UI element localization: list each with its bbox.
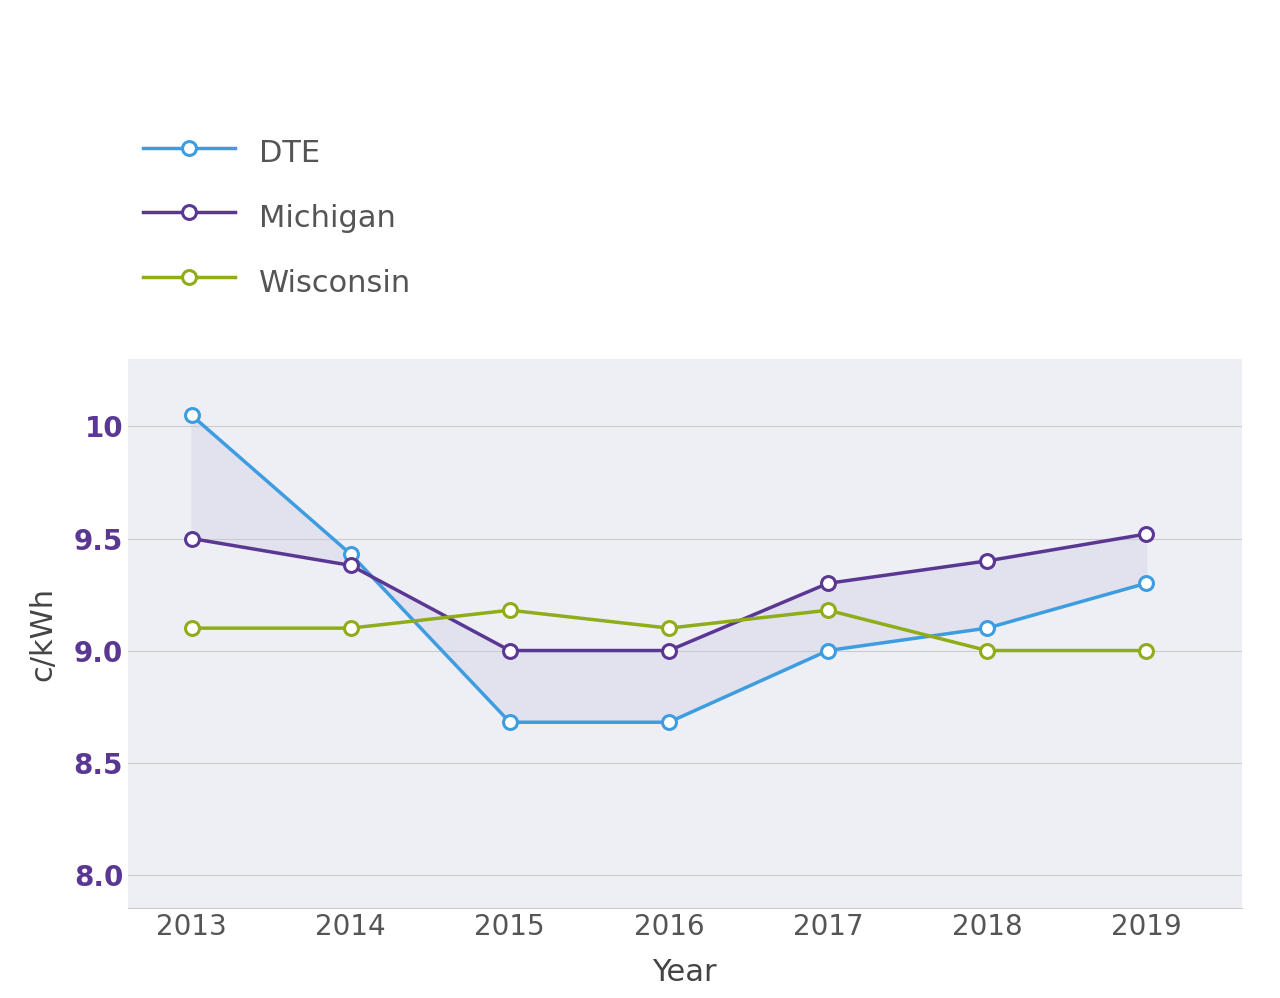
- Michigan: [979, 555, 995, 567]
- Wisconsin: [662, 622, 677, 634]
- Wisconsin: [979, 645, 995, 657]
- DTE: [502, 717, 517, 729]
- DTE: [184, 409, 200, 421]
- Wisconsin: [343, 622, 358, 634]
- DTE: [343, 548, 358, 560]
- Wisconsin: [1138, 645, 1153, 657]
- Michigan: [1138, 528, 1153, 540]
- DTE: [979, 622, 995, 634]
- Michigan: [343, 560, 358, 572]
- Michigan: [502, 645, 517, 657]
- Michigan: [184, 533, 200, 545]
- Michigan: [662, 645, 677, 657]
- Wisconsin: [184, 622, 200, 634]
- DTE: [820, 645, 836, 657]
- DTE: [662, 717, 677, 729]
- Line: DTE: DTE: [184, 408, 1153, 730]
- DTE: [1138, 577, 1153, 589]
- Legend: DTE, Michigan, Wisconsin: DTE, Michigan, Wisconsin: [143, 134, 412, 300]
- Wisconsin: [502, 604, 517, 616]
- Y-axis label: c/kWh: c/kWh: [28, 587, 58, 681]
- Line: Wisconsin: Wisconsin: [184, 603, 1153, 658]
- X-axis label: Year: Year: [653, 958, 717, 987]
- Wisconsin: [820, 604, 836, 616]
- Michigan: [820, 577, 836, 589]
- Line: Michigan: Michigan: [184, 527, 1153, 658]
